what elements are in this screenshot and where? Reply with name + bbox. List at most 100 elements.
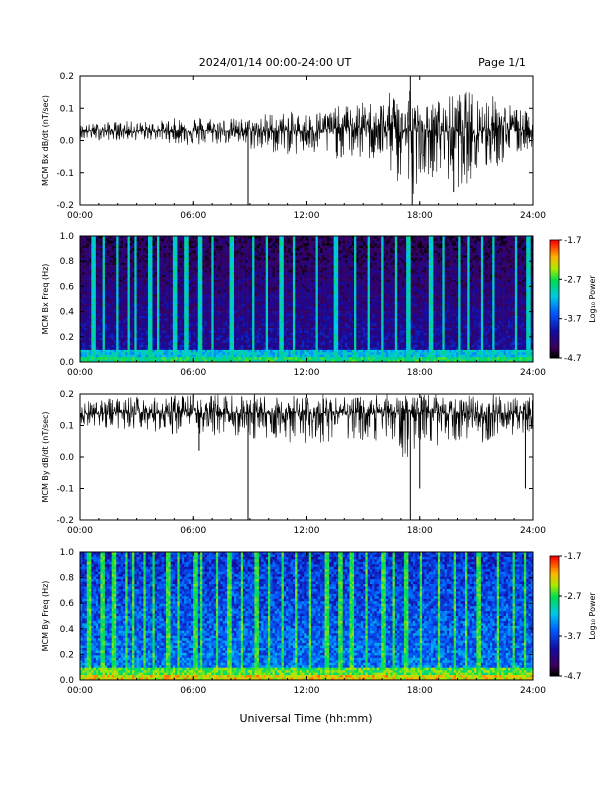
heatmap-cell [85,284,88,287]
heatmap-cell [119,253,122,256]
heatmap-cell [239,260,242,263]
heatmap-cell [229,248,232,251]
heatmap-cell [211,326,214,329]
heatmap-cell [241,357,244,360]
heatmap-cell [241,309,244,312]
heatmap-cell [137,306,140,309]
heatmap-cell [150,309,153,312]
heatmap-cell [196,270,199,273]
heatmap-cell [91,258,94,261]
heatmap-cell [279,272,282,275]
heatmap-cell [189,277,192,280]
heatmap-cell [189,260,192,263]
heatmap-cell [137,309,140,312]
heatmap-cell [166,248,169,251]
heatmap-cell [143,280,146,283]
heatmap-cell [209,326,212,329]
heatmap-cell [207,284,210,287]
heatmap-cell [250,347,253,350]
heatmap-cell [205,272,208,275]
heatmap-cell [114,333,117,336]
heatmap-cell [180,357,183,360]
heatmap-cell [198,301,201,304]
heatmap-cell [87,333,90,336]
heatmap-cell [191,343,194,346]
heatmap-cell [103,263,106,266]
heatmap-cell [139,311,142,314]
heatmap-cell [150,263,153,266]
heatmap-cell [96,289,99,292]
heatmap-cell [112,248,115,251]
heatmap-cell [250,331,253,334]
heatmap-cell [180,258,183,261]
heatmap-cell [148,253,151,256]
heatmap-cell [100,248,103,251]
heatmap-cell [288,338,291,341]
heatmap-cell [171,282,174,285]
heatmap-cell [261,357,264,360]
heatmap-cell [177,260,180,263]
heatmap-cell [268,292,271,295]
heatmap-cell [148,357,151,360]
heatmap-cell [177,265,180,268]
heatmap-cell [216,335,219,338]
heatmap-cell [175,263,178,266]
heatmap-cell [150,248,153,251]
heatmap-cell [288,297,291,300]
heatmap-cell [164,345,167,348]
heatmap-cell [164,248,167,251]
heatmap-cell [193,287,196,290]
heatmap-cell [182,272,185,275]
heatmap-cell [236,284,239,287]
heatmap-cell [223,318,226,321]
heatmap-cell [171,323,174,326]
heatmap-cell [94,253,97,256]
heatmap-cell [103,309,106,312]
heatmap-cell [168,316,171,319]
heatmap-cell [252,350,255,353]
heatmap-cell [282,343,285,346]
heatmap-cell [196,347,199,350]
heatmap-cell [103,246,106,249]
heatmap-cell [128,255,131,258]
heatmap-cell [125,328,128,331]
heatmap-cell [234,238,237,241]
heatmap-cell [168,343,171,346]
heatmap-cell [91,357,94,360]
heatmap-cell [114,238,117,241]
heatmap-cell [214,277,217,280]
heatmap-cell [205,331,208,334]
heatmap-cell [277,260,280,263]
heatmap-cell [220,314,223,317]
heatmap-cell [184,304,187,307]
heatmap-cell [186,287,189,290]
heatmap-cell [112,272,115,275]
heatmap-cell [279,323,282,326]
heatmap-cell [150,258,153,261]
heatmap-cell [207,243,210,246]
heatmap-cell [257,292,260,295]
heatmap-cell [220,292,223,295]
heatmap-cell [250,268,253,271]
heatmap-cell [143,241,146,244]
heatmap-cell [168,248,171,251]
heatmap-cell [175,340,178,343]
heatmap-cell [186,272,189,275]
heatmap-cell [177,263,180,266]
heatmap-cell [193,301,196,304]
heatmap-cell [94,277,97,280]
heatmap-cell [175,241,178,244]
heatmap-cell [155,338,158,341]
heatmap-cell [263,350,266,353]
heatmap-cell [137,289,140,292]
heatmap-cell [91,301,94,304]
heatmap-cell [250,260,253,263]
heatmap-cell [250,251,253,254]
heatmap-cell [180,270,183,273]
heatmap-cell [229,263,232,266]
heatmap-cell [245,345,248,348]
heatmap-cell [232,355,235,358]
heatmap-cell [175,323,178,326]
heatmap-cell [87,263,90,266]
heatmap-cell [121,265,124,268]
